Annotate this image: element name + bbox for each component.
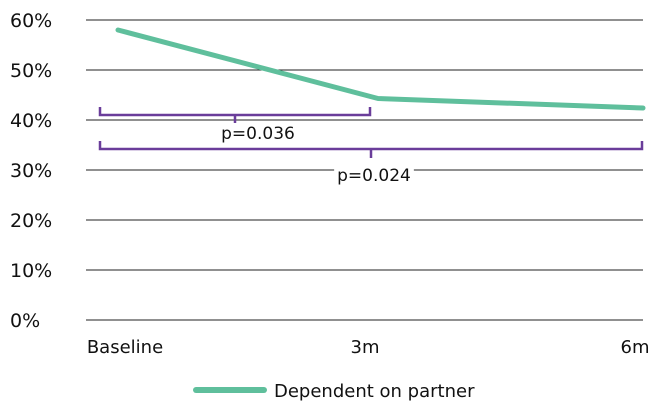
gridlines	[86, 19, 643, 321]
x-tick-label: 6m	[621, 337, 650, 358]
legend: Dependent on partner	[193, 381, 475, 402]
y-tick-label: 0%	[10, 310, 40, 332]
y-tick-label: 30%	[10, 160, 52, 182]
significance-brackets: p=0.036 p=0.024	[98, 107, 644, 187]
series-line	[115, 27, 646, 111]
x-tick-label: Baseline	[87, 337, 163, 358]
p-value-label: p=0.024	[337, 166, 411, 186]
p-value-label: p=0.036	[221, 124, 295, 144]
x-tick-label: 3m	[351, 337, 380, 358]
p-value-label-background	[334, 165, 414, 187]
legend-label: Dependent on partner	[274, 381, 475, 402]
significance-bracket	[98, 107, 372, 124]
series-lines	[115, 27, 646, 111]
p-value-label-background	[218, 123, 298, 145]
y-tick-label: 10%	[10, 260, 52, 282]
y-tick-label: 50%	[10, 60, 52, 82]
y-axis-ticks: 0% 10% 20% 30% 40% 50% 60%	[10, 10, 52, 332]
y-tick-label: 20%	[10, 210, 52, 232]
y-tick-label: 40%	[10, 110, 52, 132]
significance-bracket	[98, 141, 644, 158]
y-tick-label: 60%	[10, 10, 52, 32]
x-axis-ticks: Baseline 3m 6m	[87, 337, 650, 358]
